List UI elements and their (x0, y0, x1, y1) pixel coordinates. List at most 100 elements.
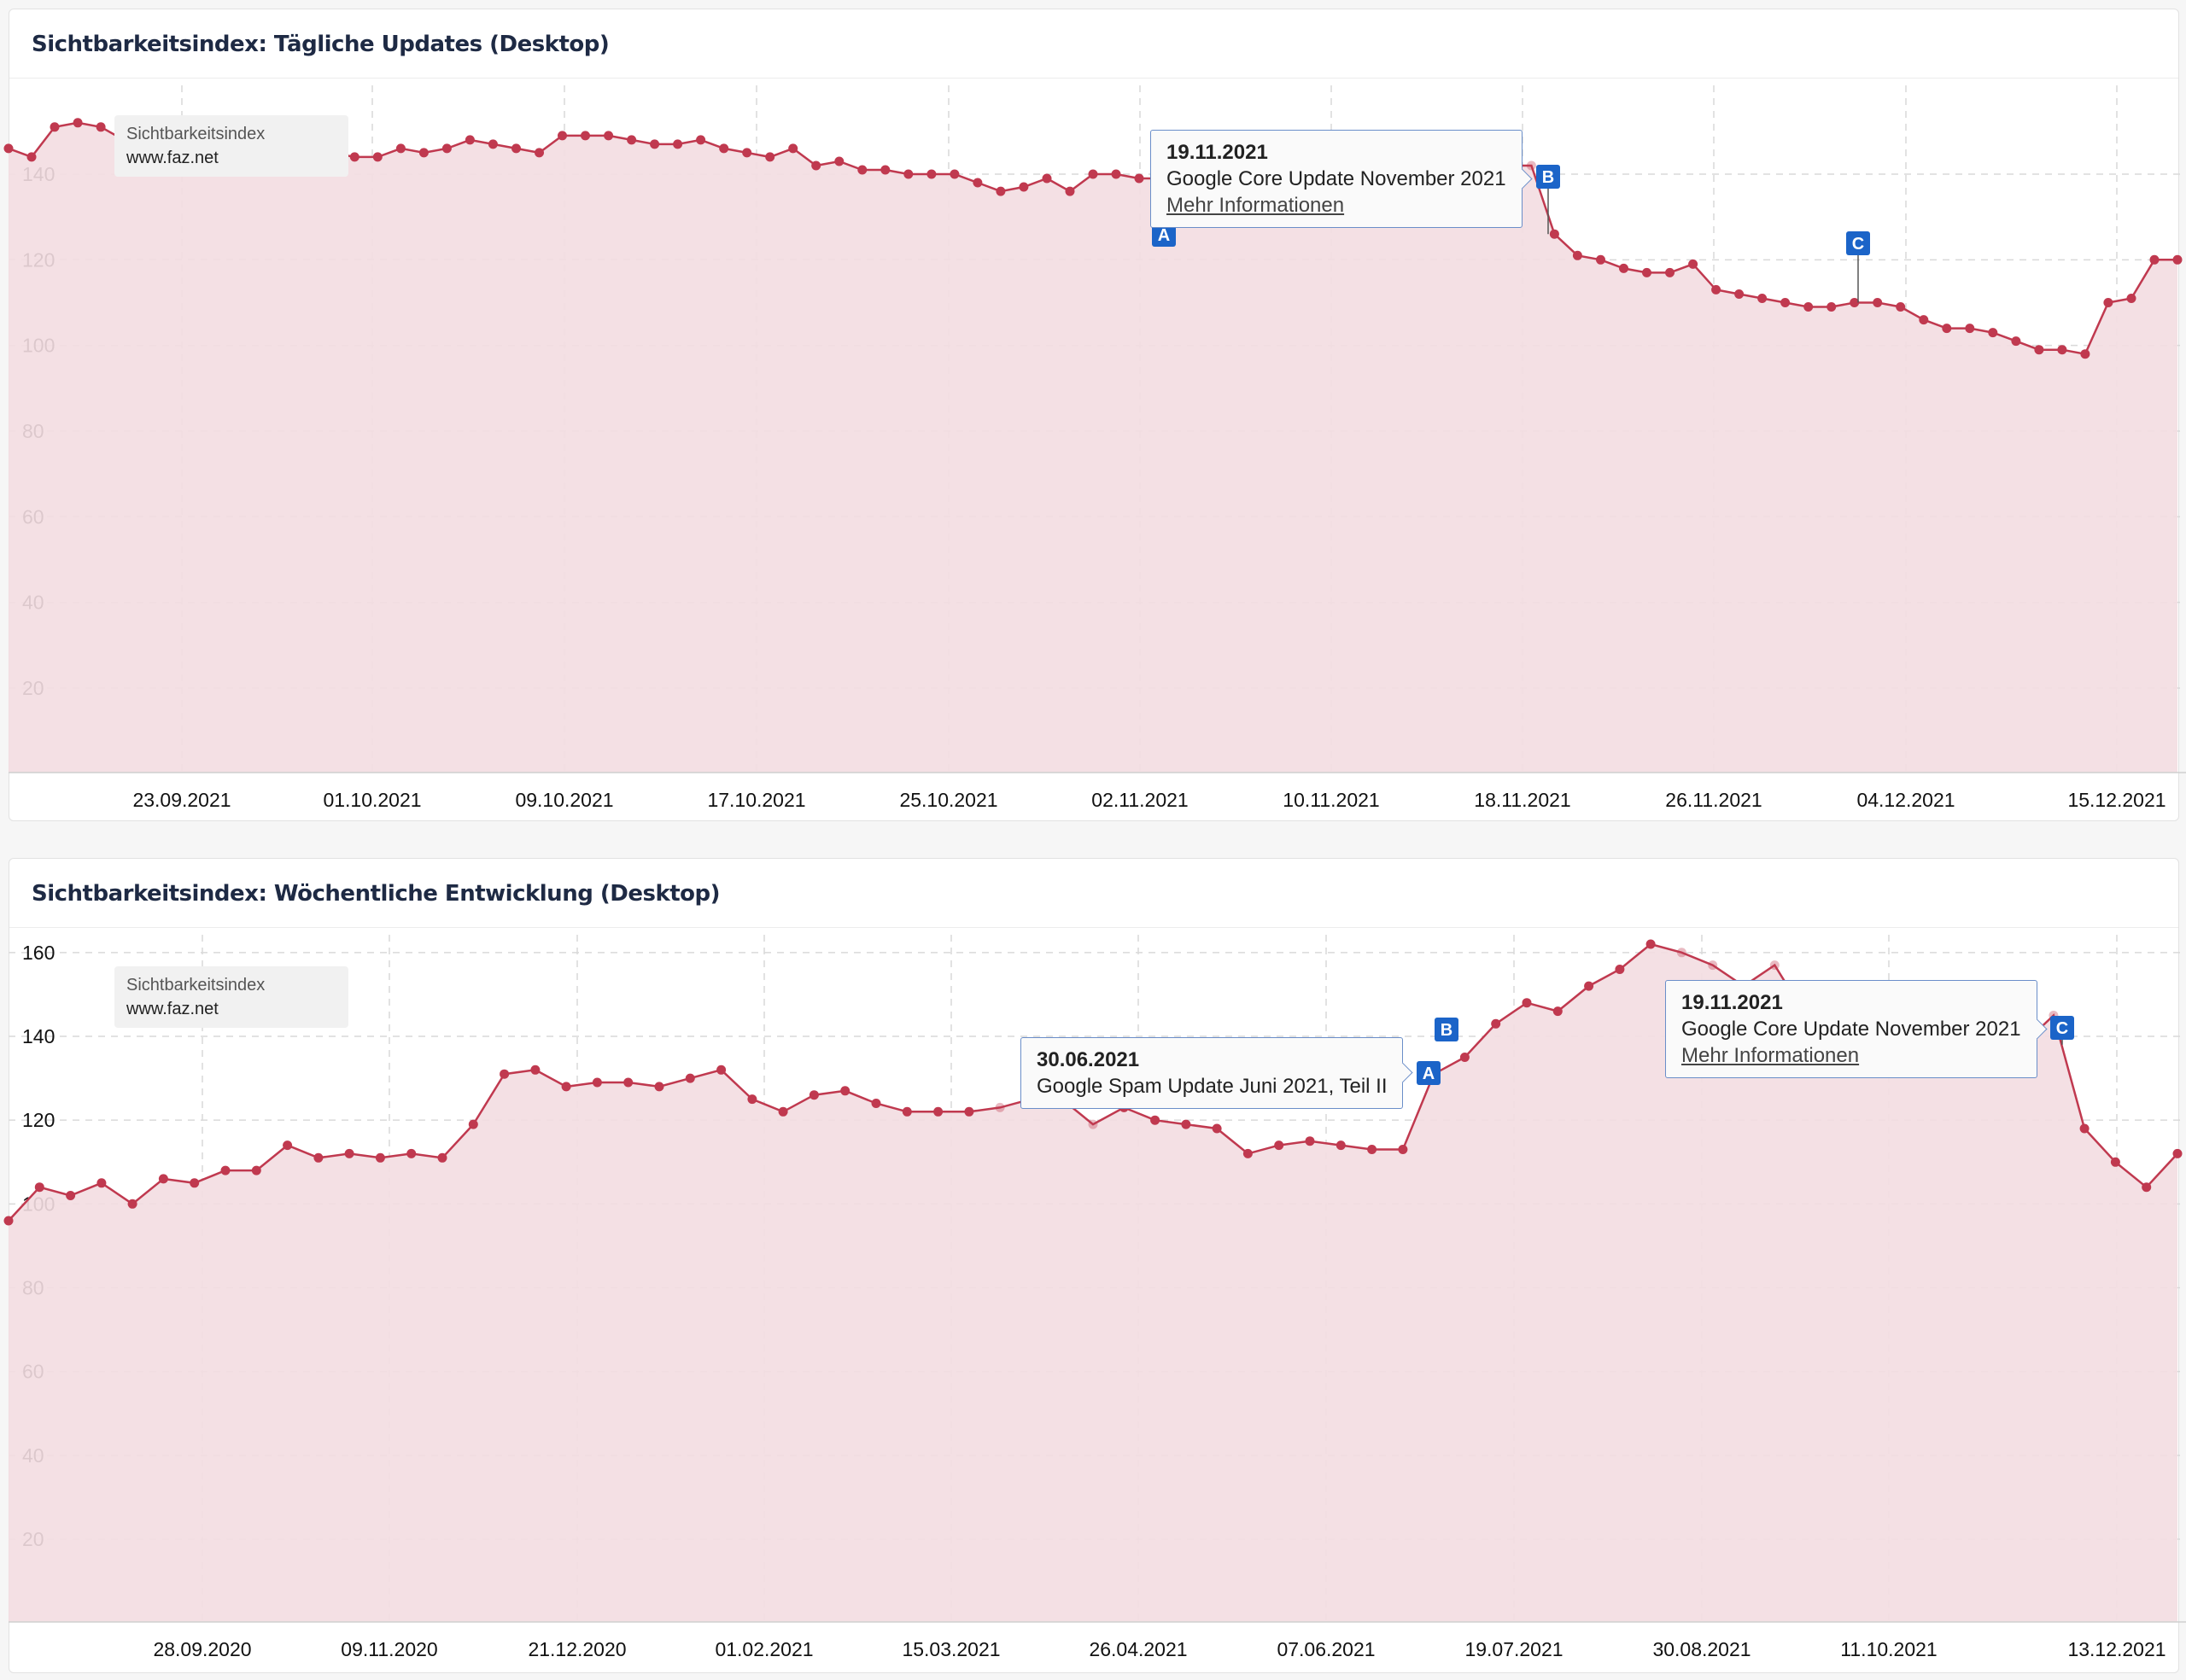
data-point (1642, 267, 1651, 277)
data-point (190, 1178, 200, 1188)
x-tick-label: 15.12.2021 (2067, 789, 2166, 811)
data-point (1088, 169, 1098, 179)
data-point (158, 1174, 168, 1184)
update-marker-label: B (1542, 168, 1554, 187)
data-point (834, 156, 845, 166)
data-point (1584, 981, 1594, 991)
data-point (995, 1102, 1005, 1112)
daily-tooltip: 19.11.2021 Google Core Update November 2… (1150, 130, 1533, 228)
weekly-chart-legend: Sichtbarkeitsindex www.faz.net (114, 966, 348, 1028)
update-marker-label: C (2056, 1019, 2068, 1038)
data-point (3, 143, 14, 154)
data-point (96, 122, 106, 132)
x-tick-label: 15.03.2021 (902, 1638, 1000, 1660)
x-tick-label: 01.02.2021 (715, 1638, 813, 1660)
x-tick-label: 28.09.2020 (153, 1638, 251, 1660)
data-point (903, 169, 914, 179)
data-point (2172, 254, 2183, 265)
data-point (716, 1065, 727, 1075)
x-tick-label: 09.11.2020 (341, 1638, 437, 1660)
x-tick-label: 23.09.2021 (132, 789, 231, 811)
data-point (418, 148, 429, 158)
data-point (1850, 298, 1860, 307)
data-point (2172, 1148, 2183, 1158)
data-point (406, 1148, 417, 1158)
data-point (1459, 1053, 1470, 1062)
x-tick-label: 02.11.2021 (1091, 789, 1188, 811)
more-info-link[interactable]: Mehr Informationen (1166, 194, 1345, 217)
data-point (1019, 182, 1029, 192)
data-point (1665, 267, 1675, 277)
data-point (50, 122, 60, 132)
data-point (1134, 173, 1144, 184)
data-point (778, 1106, 788, 1117)
data-point (313, 1152, 324, 1163)
data-point (1549, 229, 1559, 239)
data-point (1769, 960, 1780, 971)
x-tick-label: 01.10.2021 (323, 789, 421, 811)
data-point (220, 1165, 231, 1175)
data-point (3, 1216, 14, 1226)
data-point (719, 143, 729, 154)
data-point (1645, 939, 1656, 949)
data-point (1336, 1140, 1346, 1151)
data-point (1572, 250, 1582, 260)
title-divider (9, 78, 2178, 79)
tooltip-text: Google Spam Update Juni 2021, Teil II (1037, 1075, 1388, 1098)
core-update-tooltip: 19.11.2021 Google Core Update November 2… (1665, 980, 2048, 1078)
data-point (344, 1148, 354, 1158)
data-point (1803, 302, 1814, 312)
data-point (654, 1082, 664, 1092)
tooltip-date: 19.11.2021 (1166, 141, 1268, 164)
x-tick-label: 30.08.2021 (1652, 1638, 1751, 1660)
y-tick-label: 120 (22, 1109, 55, 1131)
data-point (650, 139, 660, 149)
data-point (395, 143, 406, 154)
data-point (2103, 298, 2113, 307)
data-point (1305, 1136, 1315, 1146)
data-point (251, 1165, 261, 1175)
data-point (372, 152, 383, 162)
data-point (1552, 1006, 1563, 1017)
area-fill (9, 944, 2177, 1622)
data-point (2011, 336, 2021, 347)
data-point (1988, 328, 1998, 338)
data-point (1274, 1140, 1284, 1151)
x-tick-label: 13.12.2021 (2067, 1638, 2166, 1660)
y-tick-label: 160 (22, 942, 55, 964)
update-marker-label: B (1441, 1021, 1452, 1040)
data-point (696, 135, 706, 145)
data-point (437, 1152, 447, 1163)
daily-chart-legend: Sichtbarkeitsindex www.faz.net (114, 115, 348, 177)
data-point (127, 1199, 137, 1209)
data-point (511, 143, 521, 154)
x-tick-label: 04.12.2021 (1856, 789, 1955, 811)
tooltip-date: 19.11.2021 (1681, 991, 1783, 1014)
data-point (1896, 302, 1906, 312)
data-point (1150, 1115, 1160, 1125)
data-point (742, 148, 752, 158)
update-marker-label: A (1158, 226, 1170, 245)
data-point (1398, 1145, 1408, 1154)
data-point (880, 165, 891, 175)
more-info-link[interactable]: Mehr Informationen (1681, 1044, 1860, 1067)
data-point (1827, 302, 1837, 312)
data-point (66, 1191, 76, 1200)
data-point (530, 1065, 541, 1075)
data-point (375, 1152, 385, 1163)
data-point (1065, 186, 1075, 196)
update-marker-label: C (1852, 235, 1864, 254)
data-point (1526, 160, 1536, 171)
data-point (535, 148, 544, 158)
spam-update-tooltip: 30.06.2021 Google Spam Update Juni 2021,… (1020, 1037, 1414, 1109)
update-marker-b (1435, 1018, 1458, 1041)
tooltip-text: Google Core Update November 2021 (1166, 167, 1506, 190)
data-point (996, 186, 1006, 196)
data-point (1711, 284, 1721, 295)
data-point (747, 1094, 757, 1105)
update-marker-a (1417, 1061, 1441, 1085)
data-point (765, 152, 775, 162)
data-point (468, 1119, 478, 1129)
update-marker-b (1536, 165, 1560, 189)
